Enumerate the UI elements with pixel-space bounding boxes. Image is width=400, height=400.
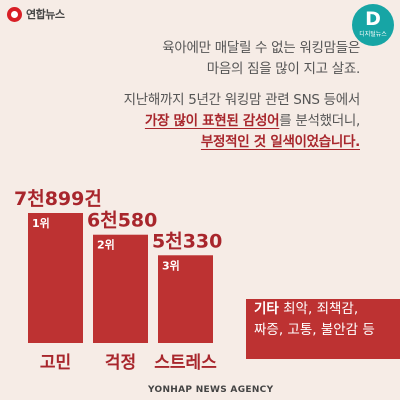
logo-text: 연합뉴스	[26, 8, 65, 21]
category-label-2: 걱정	[105, 353, 136, 373]
digital-news-badge: D 디지털뉴스	[352, 4, 394, 46]
intro-emphasis-1: 가장 많이 표현된 감성어	[144, 113, 280, 129]
etc-line-1: 기타 최악, 죄책감,	[254, 299, 400, 320]
bar-2	[93, 234, 148, 343]
intro-line-2: 마음의 짐을 많이 지고 살죠.	[206, 61, 361, 77]
intro-line-1: 육아에만 매달릴 수 없는 워킹맘들은	[162, 40, 360, 56]
bar-3	[158, 255, 213, 343]
bar-rank-label-2: 2위	[97, 239, 115, 252]
bar-value-label-2: 6천580	[87, 210, 157, 232]
category-label-1: 고민	[40, 353, 71, 373]
intro-text: 육아에만 매달릴 수 없는 워킹맘들은 마음의 짐을 많이 지고 살죠. 지난해…	[123, 38, 361, 153]
bar-rank-label-1: 1위	[32, 217, 50, 230]
etc-line-1-rest: 최악, 죄책감,	[283, 301, 359, 317]
intro-line-3: 지난해까지 5년간 워킹맘 관련 SNS 등에서	[123, 92, 361, 108]
bar-1	[28, 213, 83, 343]
badge-subtitle: 디지털뉴스	[359, 31, 387, 38]
etc-box: 기타 최악, 죄책감, 짜증, 고통, 불안감 등	[246, 299, 400, 359]
intro-emphasis-2: 부정적인 것 일색이었습니다.	[200, 134, 360, 150]
badge-letter: D	[365, 8, 381, 30]
yonhap-logo: 연합뉴스	[7, 6, 65, 22]
etc-line-2: 짜증, 고통, 불안감 등	[254, 322, 375, 338]
intro-line-4-rest: 를 분석했더니,	[279, 113, 360, 129]
category-label-3: 스트레스	[154, 353, 217, 373]
bar-value-label-1: 7천899건	[14, 188, 102, 210]
etc-label: 기타	[254, 301, 279, 317]
yonhap-logo-icon	[7, 6, 22, 22]
intro-line-5: 부정적인 것 일색이었습니다.	[124, 132, 360, 153]
bar-value-label-3: 5천330	[152, 230, 222, 252]
footer-credit: YONHAP NEWS AGENCY	[148, 385, 274, 395]
intro-line-4: 가장 많이 표현된 감성어를 분석했더니,	[124, 111, 360, 132]
bar-rank-label-3: 3위	[162, 259, 180, 272]
